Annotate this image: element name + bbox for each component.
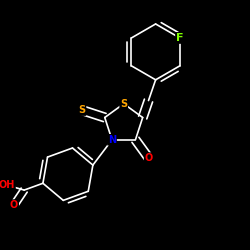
Text: O: O (10, 200, 18, 210)
Text: S: S (78, 105, 86, 115)
Text: O: O (144, 153, 153, 163)
Text: OH: OH (0, 180, 15, 190)
Text: S: S (120, 99, 127, 109)
Text: F: F (176, 33, 184, 43)
Text: N: N (108, 135, 116, 145)
